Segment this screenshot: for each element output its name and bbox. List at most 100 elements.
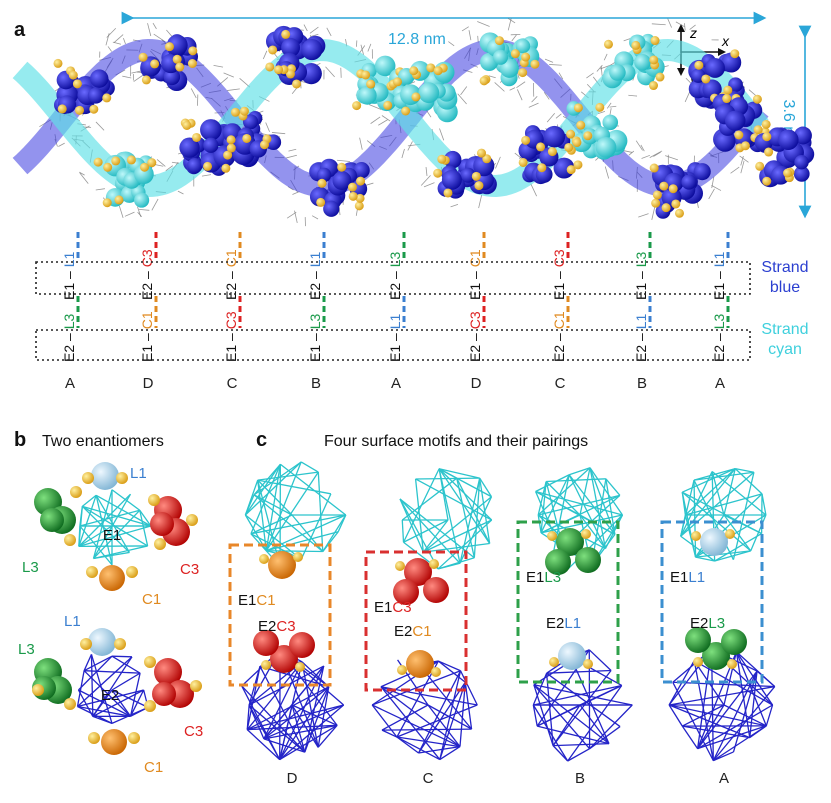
- sulfur-atom: [762, 132, 771, 141]
- ligand-bond: [642, 155, 650, 158]
- cluster-atom: [493, 50, 508, 65]
- sulfur-atom: [727, 659, 737, 669]
- column-bottom-part: –: [551, 329, 567, 341]
- sulfur-atom: [349, 192, 358, 201]
- column-bottom-part: C1: [551, 311, 567, 329]
- cluster-atom: [203, 138, 218, 153]
- sulfur-atom: [691, 531, 701, 541]
- sulfur-atom: [242, 134, 251, 143]
- sequence-label: B: [311, 375, 321, 392]
- sulfur-atom: [651, 36, 660, 45]
- sulfur-atom: [595, 103, 604, 112]
- cage-bond: [733, 472, 754, 559]
- sulfur-atom: [519, 158, 528, 167]
- sulfur-atom: [431, 667, 441, 677]
- column-bottom-part: –: [307, 329, 323, 341]
- strand-blue-label-1: Strand: [761, 259, 808, 276]
- ligand-bond: [461, 87, 467, 95]
- ligand-bond: [125, 212, 135, 216]
- ligand-bond: [325, 67, 334, 77]
- sulfur-atom: [576, 121, 585, 130]
- ligand-bond: [202, 175, 211, 176]
- cluster-atom: [134, 193, 149, 208]
- ligand-bond: [529, 103, 539, 107]
- cage-bond: [757, 671, 775, 686]
- column-top-part: –: [467, 267, 483, 279]
- upper-label-part: E1: [238, 592, 256, 609]
- column-top-part: E1: [633, 279, 649, 300]
- sulfur-atom: [693, 657, 703, 667]
- cage-bond: [131, 673, 141, 716]
- sulfur-atom: [103, 163, 112, 172]
- sulfur-atom: [572, 138, 581, 147]
- column-bottom-text: E2 – L3: [711, 314, 727, 362]
- sulfur-atom: [549, 657, 559, 667]
- cage-bond: [568, 749, 590, 761]
- upper-label: E1L3: [526, 569, 561, 586]
- ligand-bond: [368, 44, 371, 52]
- sulfur-atom: [651, 199, 660, 208]
- column-top-text: E1 – C1: [467, 249, 483, 300]
- cage-bond: [258, 472, 319, 480]
- sulfur-atom: [397, 665, 407, 675]
- sulfur-atom: [762, 177, 771, 186]
- lower-ligand-atom: [558, 642, 586, 670]
- sulfur-atom: [734, 131, 743, 140]
- sulfur-atom: [583, 131, 592, 140]
- column-bottom-part: C3: [467, 311, 483, 329]
- ligand-bond: [531, 184, 537, 196]
- e1-l3-label: L3: [22, 559, 39, 576]
- sulfur-atom: [261, 660, 271, 670]
- cluster-atom: [323, 201, 339, 217]
- ligand-bond: [610, 106, 617, 107]
- ligand-bond: [510, 88, 515, 91]
- motif-label: B: [575, 770, 585, 787]
- sulfur-atom: [142, 75, 151, 84]
- lower-label-part: E2: [546, 615, 564, 632]
- ligand-bond: [58, 143, 64, 146]
- sequence-label: A: [715, 375, 725, 392]
- column-top-part: L1: [711, 252, 727, 268]
- sulfur-atom: [221, 164, 230, 173]
- cage-bond: [301, 462, 318, 472]
- ligand-bond: [288, 149, 296, 151]
- cage-bond: [84, 671, 140, 673]
- width-label: 12.8 nm: [388, 31, 446, 48]
- sulfur-atom: [754, 125, 763, 134]
- sulfur-atom: [58, 104, 67, 113]
- column-bottom-part: E2: [467, 341, 483, 362]
- sulfur-atom: [102, 93, 111, 102]
- column-bottom-part: L3: [307, 314, 323, 330]
- column-bottom-text: E2 – C1: [551, 311, 567, 362]
- ligand-bond: [312, 216, 318, 219]
- cluster-atom: [778, 129, 799, 150]
- sulfur-atom: [659, 182, 668, 191]
- sulfur-atom: [94, 158, 103, 167]
- panel-b: b Two enantiomers E1 L1 L3 C3 C1: [14, 429, 203, 776]
- sulfur-atom: [356, 177, 365, 186]
- upper-label: E1C3: [374, 599, 412, 616]
- ligand-bond: [122, 76, 131, 78]
- lower-label-part: C1: [412, 623, 431, 640]
- column-top-part: –: [633, 267, 649, 279]
- column-bottom-part: L1: [633, 314, 649, 330]
- ligand-bond: [469, 30, 471, 40]
- sulfur-atom: [730, 49, 739, 58]
- sulfur-atom: [694, 61, 703, 70]
- sulfur-atom: [111, 156, 120, 165]
- ligand-bond: [652, 24, 666, 25]
- sulfur-atom: [474, 181, 483, 190]
- motif-label: C: [423, 770, 434, 787]
- column-top-part: E1: [61, 279, 77, 300]
- cage-bond: [682, 726, 697, 749]
- upper-label-part: C3: [392, 599, 411, 616]
- sulfur-atom: [574, 103, 583, 112]
- column-top-part: E2: [139, 279, 155, 300]
- sulfur-atom: [366, 80, 375, 89]
- sulfur-atom: [655, 73, 664, 82]
- motif-label: A: [719, 770, 729, 787]
